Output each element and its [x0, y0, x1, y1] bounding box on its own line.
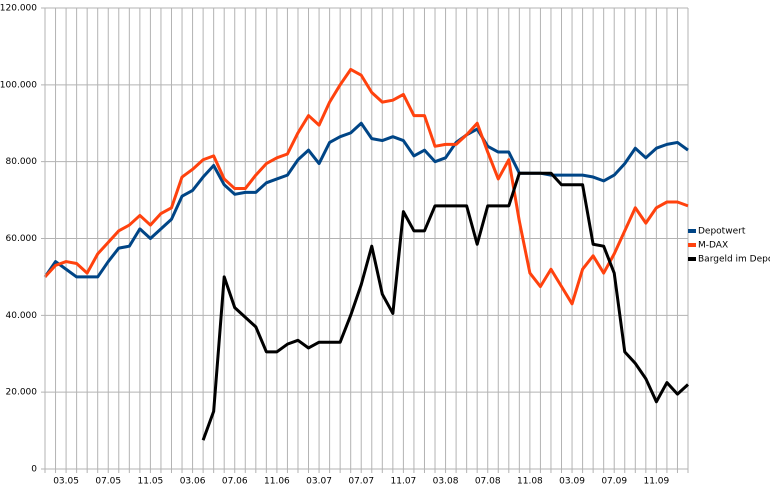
y-tick-label: 100.000 [0, 80, 37, 90]
y-tick-label: 80.000 [6, 157, 38, 167]
x-tick-label: 03.09 [559, 477, 585, 487]
y-tick-label: 20.000 [6, 388, 38, 398]
y-tick-label: 0 [31, 465, 37, 475]
x-tick-label: 07.05 [95, 477, 121, 487]
y-tick-label: 40.000 [6, 311, 38, 321]
x-tick-label: 11.06 [264, 477, 290, 487]
legend-swatch [688, 257, 696, 261]
x-tick-label: 03.07 [306, 477, 332, 487]
x-tick-label: 07.07 [348, 477, 374, 487]
series-line [43, 121, 689, 279]
x-tick-label: 03.06 [180, 477, 206, 487]
legend-label: Bargeld im Depot [698, 255, 770, 265]
x-tick-label: 07.06 [222, 477, 248, 487]
x-tick-label: 03.05 [53, 477, 79, 487]
x-tick-label: 11.08 [517, 477, 543, 487]
legend-label: Depotwert [698, 227, 746, 237]
series-line [43, 67, 689, 306]
x-tick-label: 11.07 [391, 477, 417, 487]
legend-label: M-DAX [698, 241, 728, 251]
y-tick-label: 60.000 [6, 234, 38, 244]
x-tick-label: 03.08 [433, 477, 459, 487]
legend-swatch [688, 229, 696, 233]
x-tick-label: 07.09 [601, 477, 627, 487]
x-tick-label: 07.08 [475, 477, 501, 487]
x-tick-label: 11.05 [138, 477, 164, 487]
y-tick-label: 120.000 [0, 4, 37, 14]
series-line [201, 171, 690, 441]
x-tick-label: 11.09 [643, 477, 669, 487]
legend-swatch [688, 243, 696, 247]
